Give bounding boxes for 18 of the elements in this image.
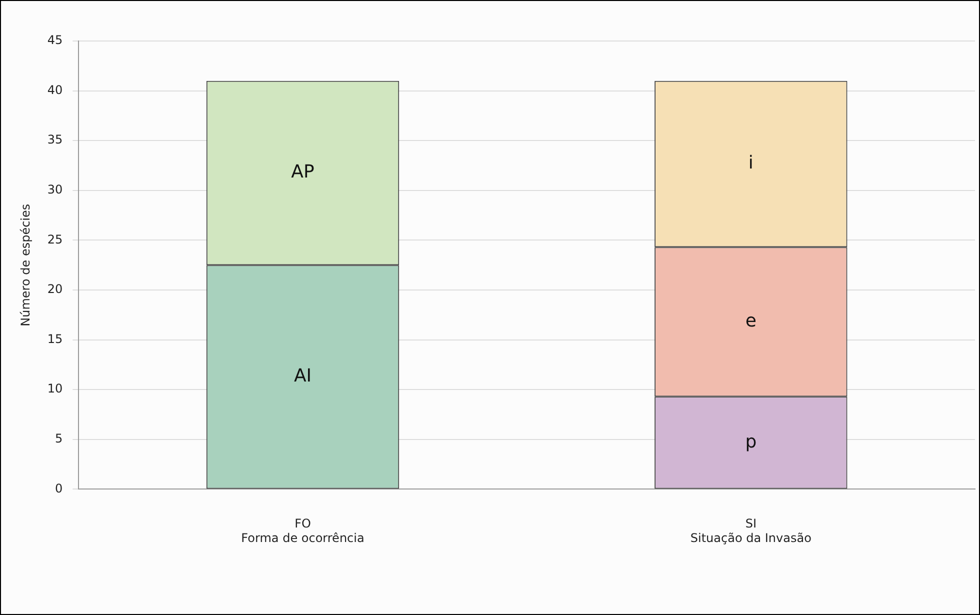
- x-tick-label: FO Forma de ocorrência: [241, 516, 364, 545]
- y-tick-label: 10: [47, 382, 63, 396]
- y-tick-label: 5: [55, 432, 63, 446]
- series-label: AP: [291, 162, 314, 183]
- y-tick-label: 35: [47, 132, 63, 147]
- y-tick-label: 45: [47, 33, 63, 48]
- series-label: i: [748, 152, 754, 174]
- y-tick-label: 0: [55, 481, 63, 496]
- series-label: p: [745, 431, 757, 452]
- x-tick-label: SI Situação da Invasão: [690, 516, 812, 545]
- series-label: AI: [294, 366, 312, 387]
- y-tick-label: 20: [47, 282, 63, 296]
- y-tick-label: 25: [47, 232, 63, 246]
- y-tick-label: 15: [47, 332, 63, 346]
- y-tick-label: 30: [47, 182, 63, 197]
- series-label: e: [745, 310, 756, 332]
- y-tick-label: 40: [47, 82, 63, 97]
- y-axis-title: Número de espécies: [18, 204, 32, 326]
